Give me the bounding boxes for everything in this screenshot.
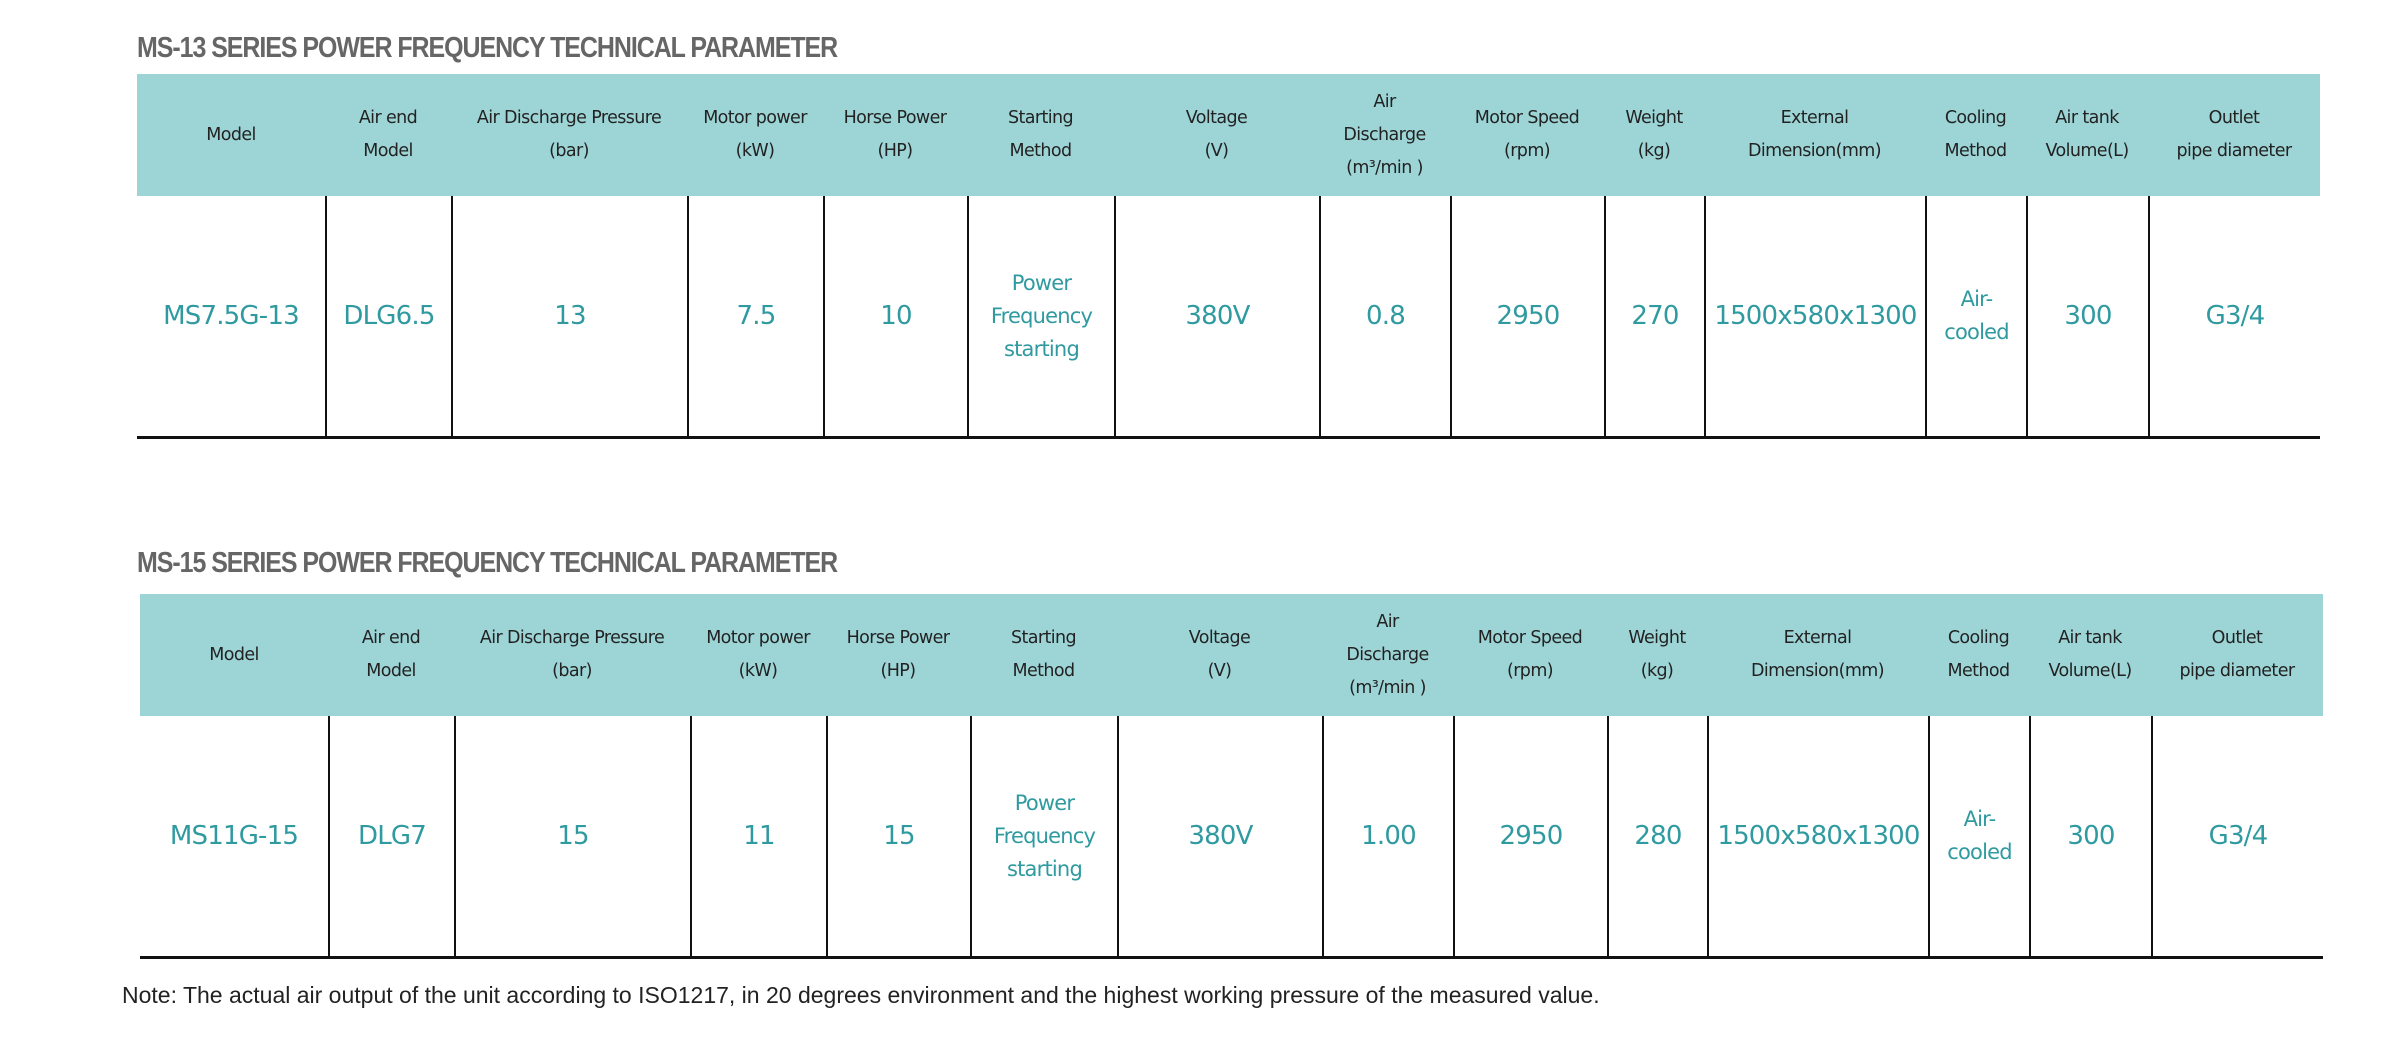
header-model: Model — [206, 124, 256, 145]
header-voltage: Voltage (V) — [1185, 108, 1248, 161]
table-title-ms13: MS-13 SERIES POWER FREQUENCY TECHNICAL P… — [137, 32, 838, 64]
header-starting-method: Starting Method — [1010, 628, 1077, 681]
cell-outlet-pipe-diameter: G3/4 — [2148, 196, 2320, 436]
table-title-ms15: MS-15 SERIES POWER FREQUENCY TECHNICAL P… — [137, 547, 838, 579]
header-external-dimension: External Dimension(mm) — [1748, 108, 1882, 161]
cell-voltage: 380V — [1117, 716, 1322, 956]
cell-air-tank-volume: 300 — [2029, 716, 2151, 956]
cell-outlet-pipe-diameter: G3/4 — [2151, 716, 2323, 956]
header-motor-power: Motor power (kW) — [706, 628, 810, 681]
cell-weight: 280 — [1607, 716, 1707, 956]
cell-air-discharge-pressure: 13 — [451, 196, 687, 436]
header-motor-speed: Motor Speed (rpm) — [1477, 628, 1583, 681]
cell-air-discharge: 0.8 — [1319, 196, 1450, 436]
cell-model: MS11G-15 — [169, 821, 299, 851]
header-weight: Weight (kg) — [1625, 108, 1683, 161]
cell-motor-speed: 2950 — [1450, 196, 1604, 436]
cell-motor-power: 11 — [690, 716, 826, 956]
header-model: Model — [209, 644, 259, 665]
cell-motor-speed: 2950 — [1453, 716, 1607, 956]
header-motor-power: Motor power (kW) — [703, 108, 807, 161]
cell-cooling-method: Air- cooled — [1928, 716, 2029, 956]
header-air-end-model: Air end Model — [358, 108, 418, 161]
cell-cooling-method: Air- cooled — [1925, 196, 2026, 436]
header-air-end-model: Air end Model — [361, 628, 421, 681]
cell-air-tank-volume: 300 — [2026, 196, 2148, 436]
cell-air-end-model: DLG7 — [328, 716, 454, 956]
table-row: MS7.5G-13 DLG6.5 13 7.5 10 Power Frequency st… — [137, 196, 2320, 439]
header-voltage: Voltage (V) — [1188, 628, 1251, 681]
header-air-discharge: Air Discharge (m³/min ) — [1343, 91, 1426, 178]
cell-voltage: 380V — [1114, 196, 1319, 436]
cell-horse-power: 10 — [823, 196, 967, 436]
header-air-tank-volume: Air tank Volume(L) — [2045, 108, 2129, 161]
header-air-discharge-pressure: Air Discharge Pressure (bar) — [476, 108, 662, 161]
cell-starting-method: Power Frequency starting — [970, 716, 1117, 956]
cell-external-dimension: 1500x580x1300 — [1704, 196, 1925, 436]
header-horse-power: Horse Power (HP) — [846, 628, 950, 681]
cell-motor-power: 7.5 — [687, 196, 823, 436]
header-outlet-pipe-diameter: Outlet pipe diameter — [2176, 108, 2293, 161]
header-outlet-pipe-diameter: Outlet pipe diameter — [2179, 628, 2296, 681]
spec-table-ms13: Model Air end Model Air Discharge Pressure… — [137, 74, 2320, 439]
header-air-discharge-pressure: Air Discharge Pressure (bar) — [479, 628, 665, 681]
footnote: Note: The actual air output of the unit … — [122, 982, 1600, 1008]
cell-air-discharge: 1.00 — [1322, 716, 1453, 956]
cell-external-dimension: 1500x580x1300 — [1707, 716, 1928, 956]
table-header-row: Model Air end Model Air Discharge Pressure… — [140, 594, 2323, 716]
header-air-discharge: Air Discharge (m³/min ) — [1346, 611, 1429, 698]
spec-table-ms15: Model Air end Model Air Discharge Pressure… — [140, 594, 2323, 959]
table-header-row: Model Air end Model Air Discharge Pressure… — [137, 74, 2320, 196]
header-starting-method: Starting Method — [1007, 108, 1074, 161]
cell-horse-power: 15 — [826, 716, 970, 956]
header-external-dimension: External Dimension(mm) — [1751, 628, 1885, 681]
header-motor-speed: Motor Speed (rpm) — [1474, 108, 1580, 161]
header-horse-power: Horse Power (HP) — [843, 108, 947, 161]
header-cooling-method: Cooling Method — [1947, 628, 2010, 681]
cell-air-end-model: DLG6.5 — [325, 196, 451, 436]
cell-starting-method: Power Frequency starting — [967, 196, 1114, 436]
table-row: MS11G-15 DLG7 15 11 15 Power Frequency starti… — [140, 716, 2323, 959]
header-weight: Weight (kg) — [1628, 628, 1686, 681]
header-air-tank-volume: Air tank Volume(L) — [2048, 628, 2132, 681]
cell-air-discharge-pressure: 15 — [454, 716, 690, 956]
cell-model: MS7.5G-13 — [163, 301, 300, 331]
cell-weight: 270 — [1604, 196, 1704, 436]
header-cooling-method: Cooling Method — [1944, 108, 2007, 161]
